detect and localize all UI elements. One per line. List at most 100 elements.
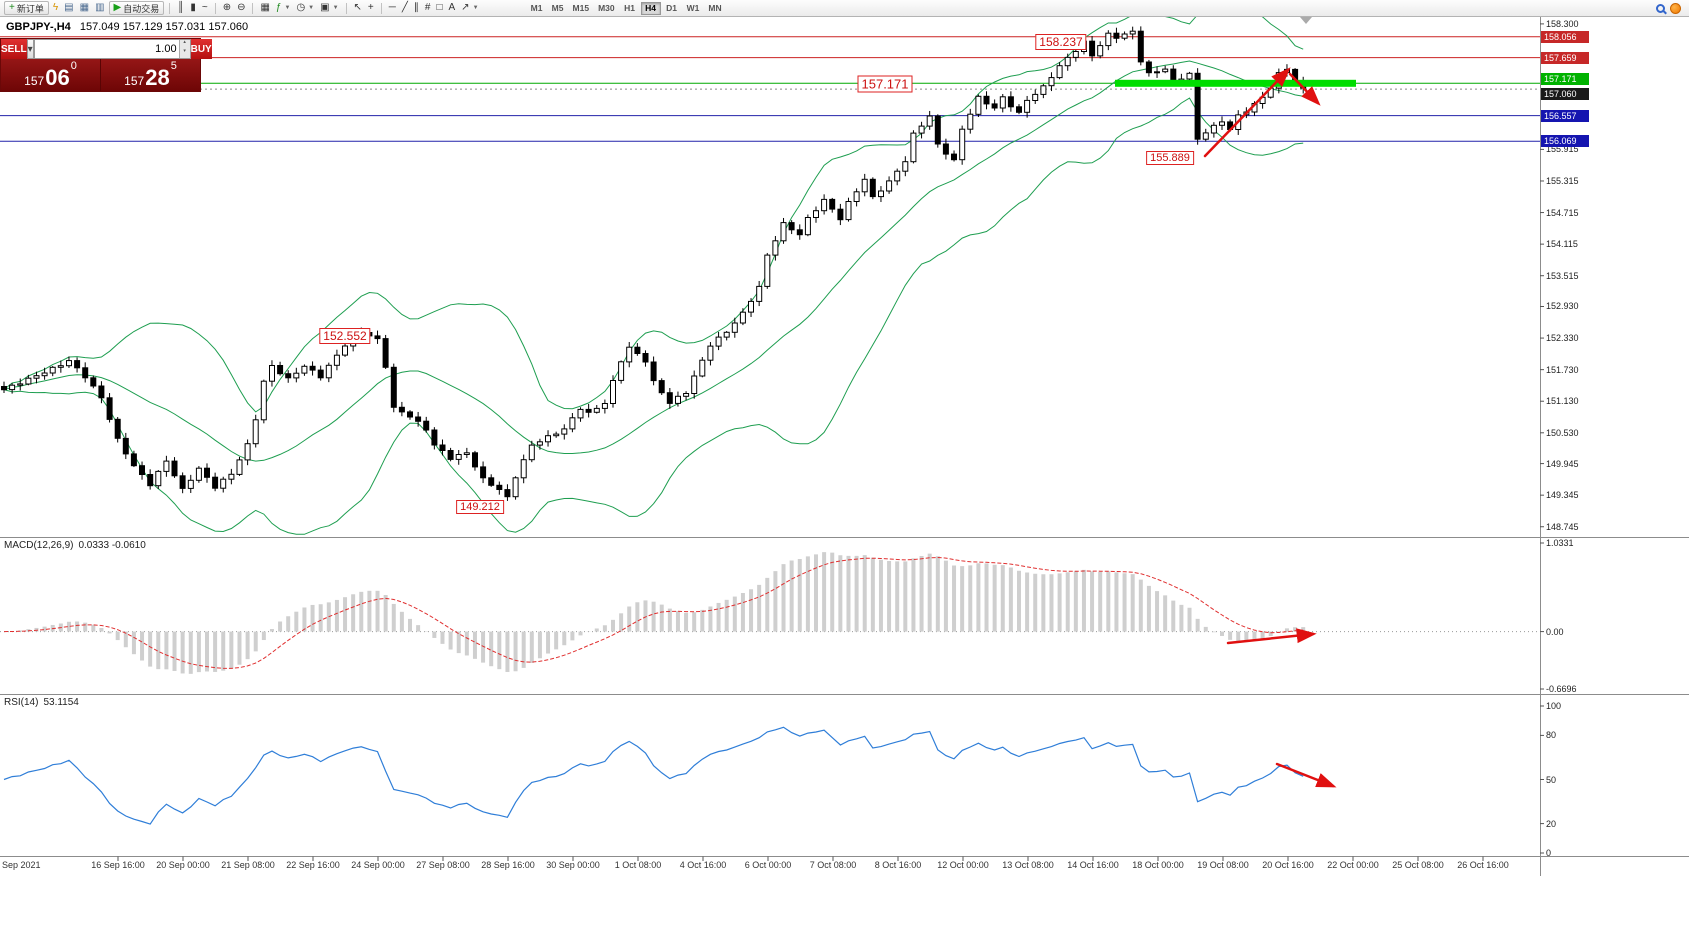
ask-pip-digit: 5	[170, 60, 177, 72]
time-axis-label: 21 Sep 08:00	[221, 860, 275, 870]
time-axis[interactable]: Sep 2021 16 Sep 16:00 20 Sep 00:00 21 Sep 0…	[0, 857, 1560, 875]
toolbar-separator	[214, 2, 216, 14]
new-order-button[interactable]: + 新订单	[4, 1, 49, 15]
toolbar-right-group	[1656, 2, 1681, 14]
bid-pip-digit: 0	[70, 60, 77, 72]
cursor-icon: ↖	[353, 2, 362, 13]
indicators-icon: ƒ	[275, 2, 282, 13]
shapes-button[interactable]: □	[434, 1, 444, 15]
crosshair-icon: +	[367, 2, 374, 13]
volume-down-button[interactable]: ▾	[183, 48, 186, 54]
time-axis-label: 30 Sep 00:00	[546, 860, 600, 870]
equidistant-channel-icon: ∥	[413, 2, 419, 13]
trade-controls-row: SELL ▾ ▴ ▾ BUY	[1, 39, 212, 59]
navigator-icon: ▥	[95, 2, 105, 13]
text-label-button[interactable]: A	[447, 1, 458, 15]
timeframe-group: M1 M5 M15 M30 H1 H4 D1 W1 MN	[527, 1, 726, 15]
timeframe-m15-button[interactable]: M15	[572, 3, 590, 13]
rsi-value: 53.1154	[43, 697, 79, 708]
zoom-out-button[interactable]: ⊖	[235, 1, 247, 15]
sell-button[interactable]: SELL	[1, 39, 27, 59]
zoom-in-icon: ⊕	[222, 2, 232, 13]
timeframe-d1-button[interactable]: D1	[666, 3, 678, 13]
line-chart-icon: ~	[201, 2, 208, 13]
time-axis-label: Sep 2021	[2, 860, 41, 870]
cursor-button[interactable]: ↖	[352, 1, 364, 15]
timeframe-w1-button[interactable]: W1	[686, 3, 700, 13]
tile-windows-icon: ▦	[260, 2, 270, 13]
toolbar-separator	[345, 2, 347, 14]
equidistant-channel-button[interactable]: ∥	[412, 1, 421, 15]
templates-dropdown-icon: ▼	[332, 5, 339, 11]
symbol-period-label: GBPJPY-,H4	[6, 21, 71, 33]
data-window-icon: ▦	[79, 2, 90, 13]
community-icon[interactable]	[1670, 2, 1681, 14]
sell-price[interactable]: 157 06 0	[1, 59, 101, 91]
time-axis-label: 18 Oct 00:00	[1132, 860, 1184, 870]
auto-trading-button[interactable]: ▶ 自动交易	[108, 1, 165, 15]
line-chart-button[interactable]: ~	[200, 1, 210, 15]
trendline-button[interactable]: ╱	[400, 1, 410, 15]
ask-prefix: 157	[124, 74, 145, 88]
shapes-icon: □	[436, 2, 443, 13]
buy-price[interactable]: 157 28 5	[101, 59, 200, 91]
auto-trading-label: 自动交易	[123, 3, 160, 14]
zoom-in-button[interactable]: ⊕	[221, 1, 233, 15]
indicators-button[interactable]: ƒ ▼	[274, 1, 293, 15]
timeframe-m5-button[interactable]: M5	[551, 3, 564, 13]
macd-values: 0.0333 -0.0610	[78, 540, 146, 551]
navigator-button[interactable]: ▥	[93, 1, 106, 15]
templates-icon: ▣	[320, 2, 330, 13]
horizontal-line-icon: ─	[388, 2, 396, 13]
tile-windows-button[interactable]: ▦	[258, 1, 271, 15]
market-watch-button[interactable]: ▤	[62, 1, 75, 15]
text-label-icon: A	[448, 2, 456, 13]
trendline-icon: ╱	[401, 2, 408, 13]
data-window-button[interactable]: ▦	[78, 1, 91, 15]
arrow-tools-button[interactable]: ↗ ▼	[459, 1, 480, 15]
one-click-trading-widget: SELL ▾ ▴ ▾ BUY 157 06 0 157 28 5	[0, 38, 212, 92]
time-axis-label: 20 Oct 16:00	[1262, 860, 1314, 870]
time-axis-label: 13 Oct 08:00	[1002, 860, 1054, 870]
time-axis-label: 20 Sep 00:00	[156, 860, 210, 870]
candlestick-chart-icon: ▮	[190, 2, 196, 13]
macd-pane-label: MACD(12,26,9) 0.0333 -0.0610	[4, 540, 151, 551]
time-axis-label: 7 Oct 08:00	[809, 860, 857, 870]
lightning-button[interactable]: ϟ	[51, 1, 60, 15]
chevron-down-icon: ▾	[27, 43, 33, 55]
fibonacci-button[interactable]: #	[423, 1, 433, 15]
timeframe-mn-button[interactable]: MN	[708, 3, 722, 13]
crosshair-button[interactable]: +	[366, 1, 376, 15]
bar-chart-button[interactable]: ║	[175, 1, 186, 15]
ask-big-digits: 28	[145, 65, 170, 90]
templates-button[interactable]: ▣ ▼	[318, 1, 340, 15]
horizontal-line-button[interactable]: ─	[387, 1, 398, 15]
bid-big-digits: 06	[45, 65, 70, 90]
timeframe-h4-button[interactable]: H4	[640, 1, 661, 15]
volume-input[interactable]	[34, 40, 179, 58]
time-axis-label: 12 Oct 00:00	[937, 860, 989, 870]
search-icon[interactable]	[1656, 3, 1665, 13]
timeframe-h1-button[interactable]: H1	[624, 3, 636, 13]
time-axis-label: 6 Oct 00:00	[744, 860, 792, 870]
bid-prefix: 157	[24, 74, 45, 88]
toolbar-separator	[169, 2, 171, 14]
periods-button[interactable]: ◷ ▼	[294, 1, 316, 15]
toolbar-left-group: + 新订单 ϟ ▤ ▦ ▥ ▶ 自动交易 ║ ▮ ~ ⊕ ⊖ ▦ ƒ ▼ ◷ ▼ ▣ ▼ ↖ + ─ ╱ ∥ # □ A ↗ ▼	[4, 1, 481, 15]
time-axis-label: 28 Sep 16:00	[481, 860, 535, 870]
volume-up-button[interactable]: ▴	[183, 39, 186, 45]
rsi-name: RSI(14)	[4, 697, 39, 708]
order-type-dropdown[interactable]: ▾	[26, 39, 34, 59]
arrow-tools-dropdown-icon: ▼	[472, 5, 479, 11]
timeframe-m1-button[interactable]: M1	[530, 3, 543, 13]
buy-button[interactable]: BUY	[190, 39, 212, 59]
time-axis-label: 4 Oct 16:00	[679, 860, 727, 870]
time-axis-label: 24 Sep 00:00	[351, 860, 405, 870]
candlestick-chart-button[interactable]: ▮	[188, 1, 198, 15]
time-axis-label: 26 Oct 16:00	[1457, 860, 1509, 870]
time-axis-label: 25 Oct 08:00	[1392, 860, 1444, 870]
periods-dropdown-icon: ▼	[308, 5, 315, 11]
rsi-pane-label: RSI(14) 53.1154	[4, 697, 84, 708]
timeframe-m30-button[interactable]: M30	[598, 3, 615, 13]
